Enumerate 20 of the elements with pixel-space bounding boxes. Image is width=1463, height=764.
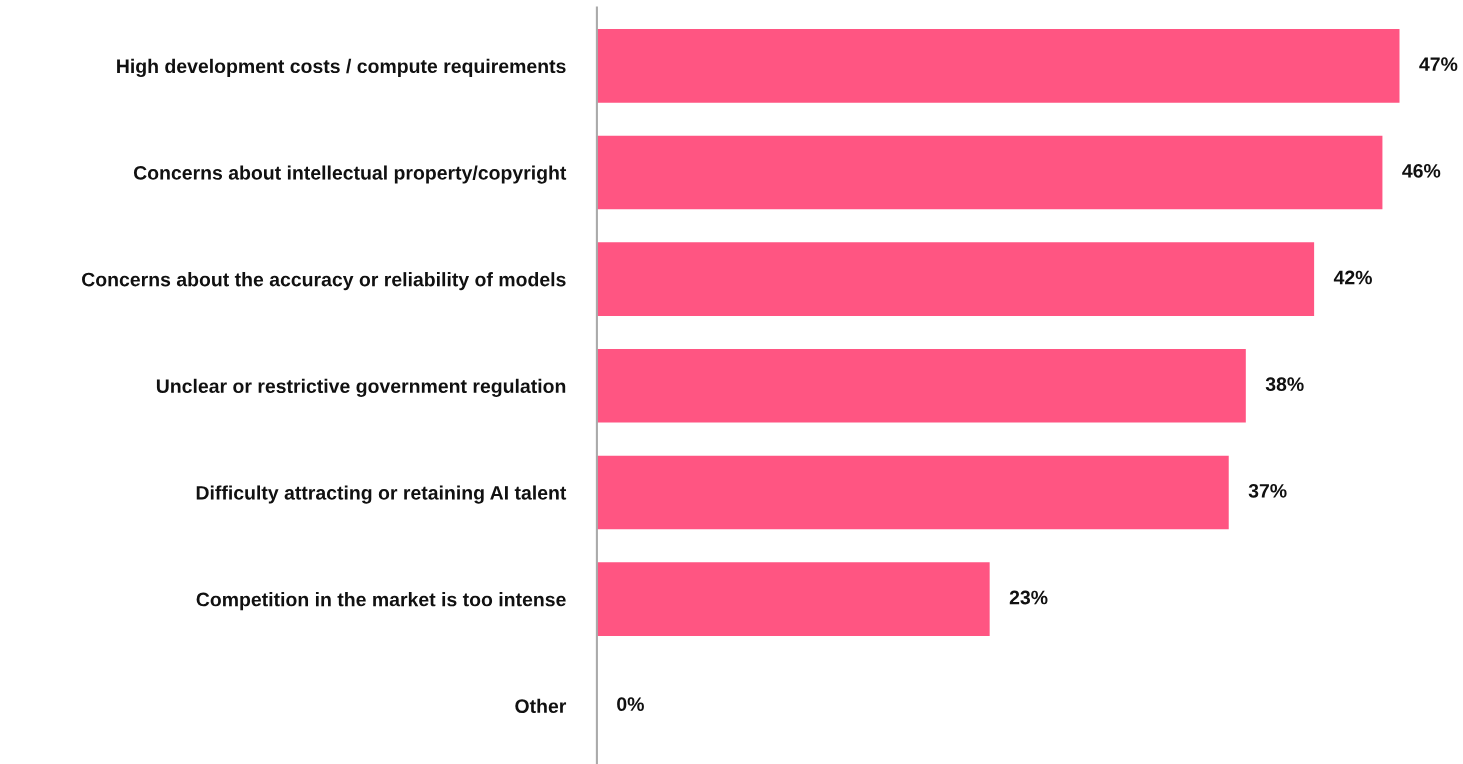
bar — [596, 242, 1315, 316]
y-tick-label: Concerns about intellectual property/copyright — [133, 165, 567, 184]
data-label: 46% — [1402, 163, 1441, 178]
bar — [596, 349, 1246, 423]
data-label: 23% — [1009, 590, 1048, 605]
y-tick-label: Concerns about the accuracy or reliability of models — [82, 272, 566, 291]
data-label: 42% — [1333, 270, 1372, 285]
y-tick-label: Difficulty attracting or retaining AI talent — [196, 485, 567, 504]
bar — [596, 29, 1400, 103]
data-label: 0% — [617, 697, 644, 712]
data-label: 47% — [1419, 57, 1458, 72]
bar — [596, 455, 1229, 530]
y-tick-label: Other — [515, 698, 567, 714]
data-label: 38% — [1265, 377, 1304, 392]
data-label: 37% — [1248, 483, 1287, 498]
y-tick-label: Competition in the market is too intense — [196, 592, 566, 611]
bar — [596, 562, 990, 636]
y-tick-label: Unclear or restrictive government regulation — [156, 378, 566, 397]
y-tick-label: High development costs / compute requirements — [117, 58, 566, 78]
bar — [596, 135, 1383, 210]
